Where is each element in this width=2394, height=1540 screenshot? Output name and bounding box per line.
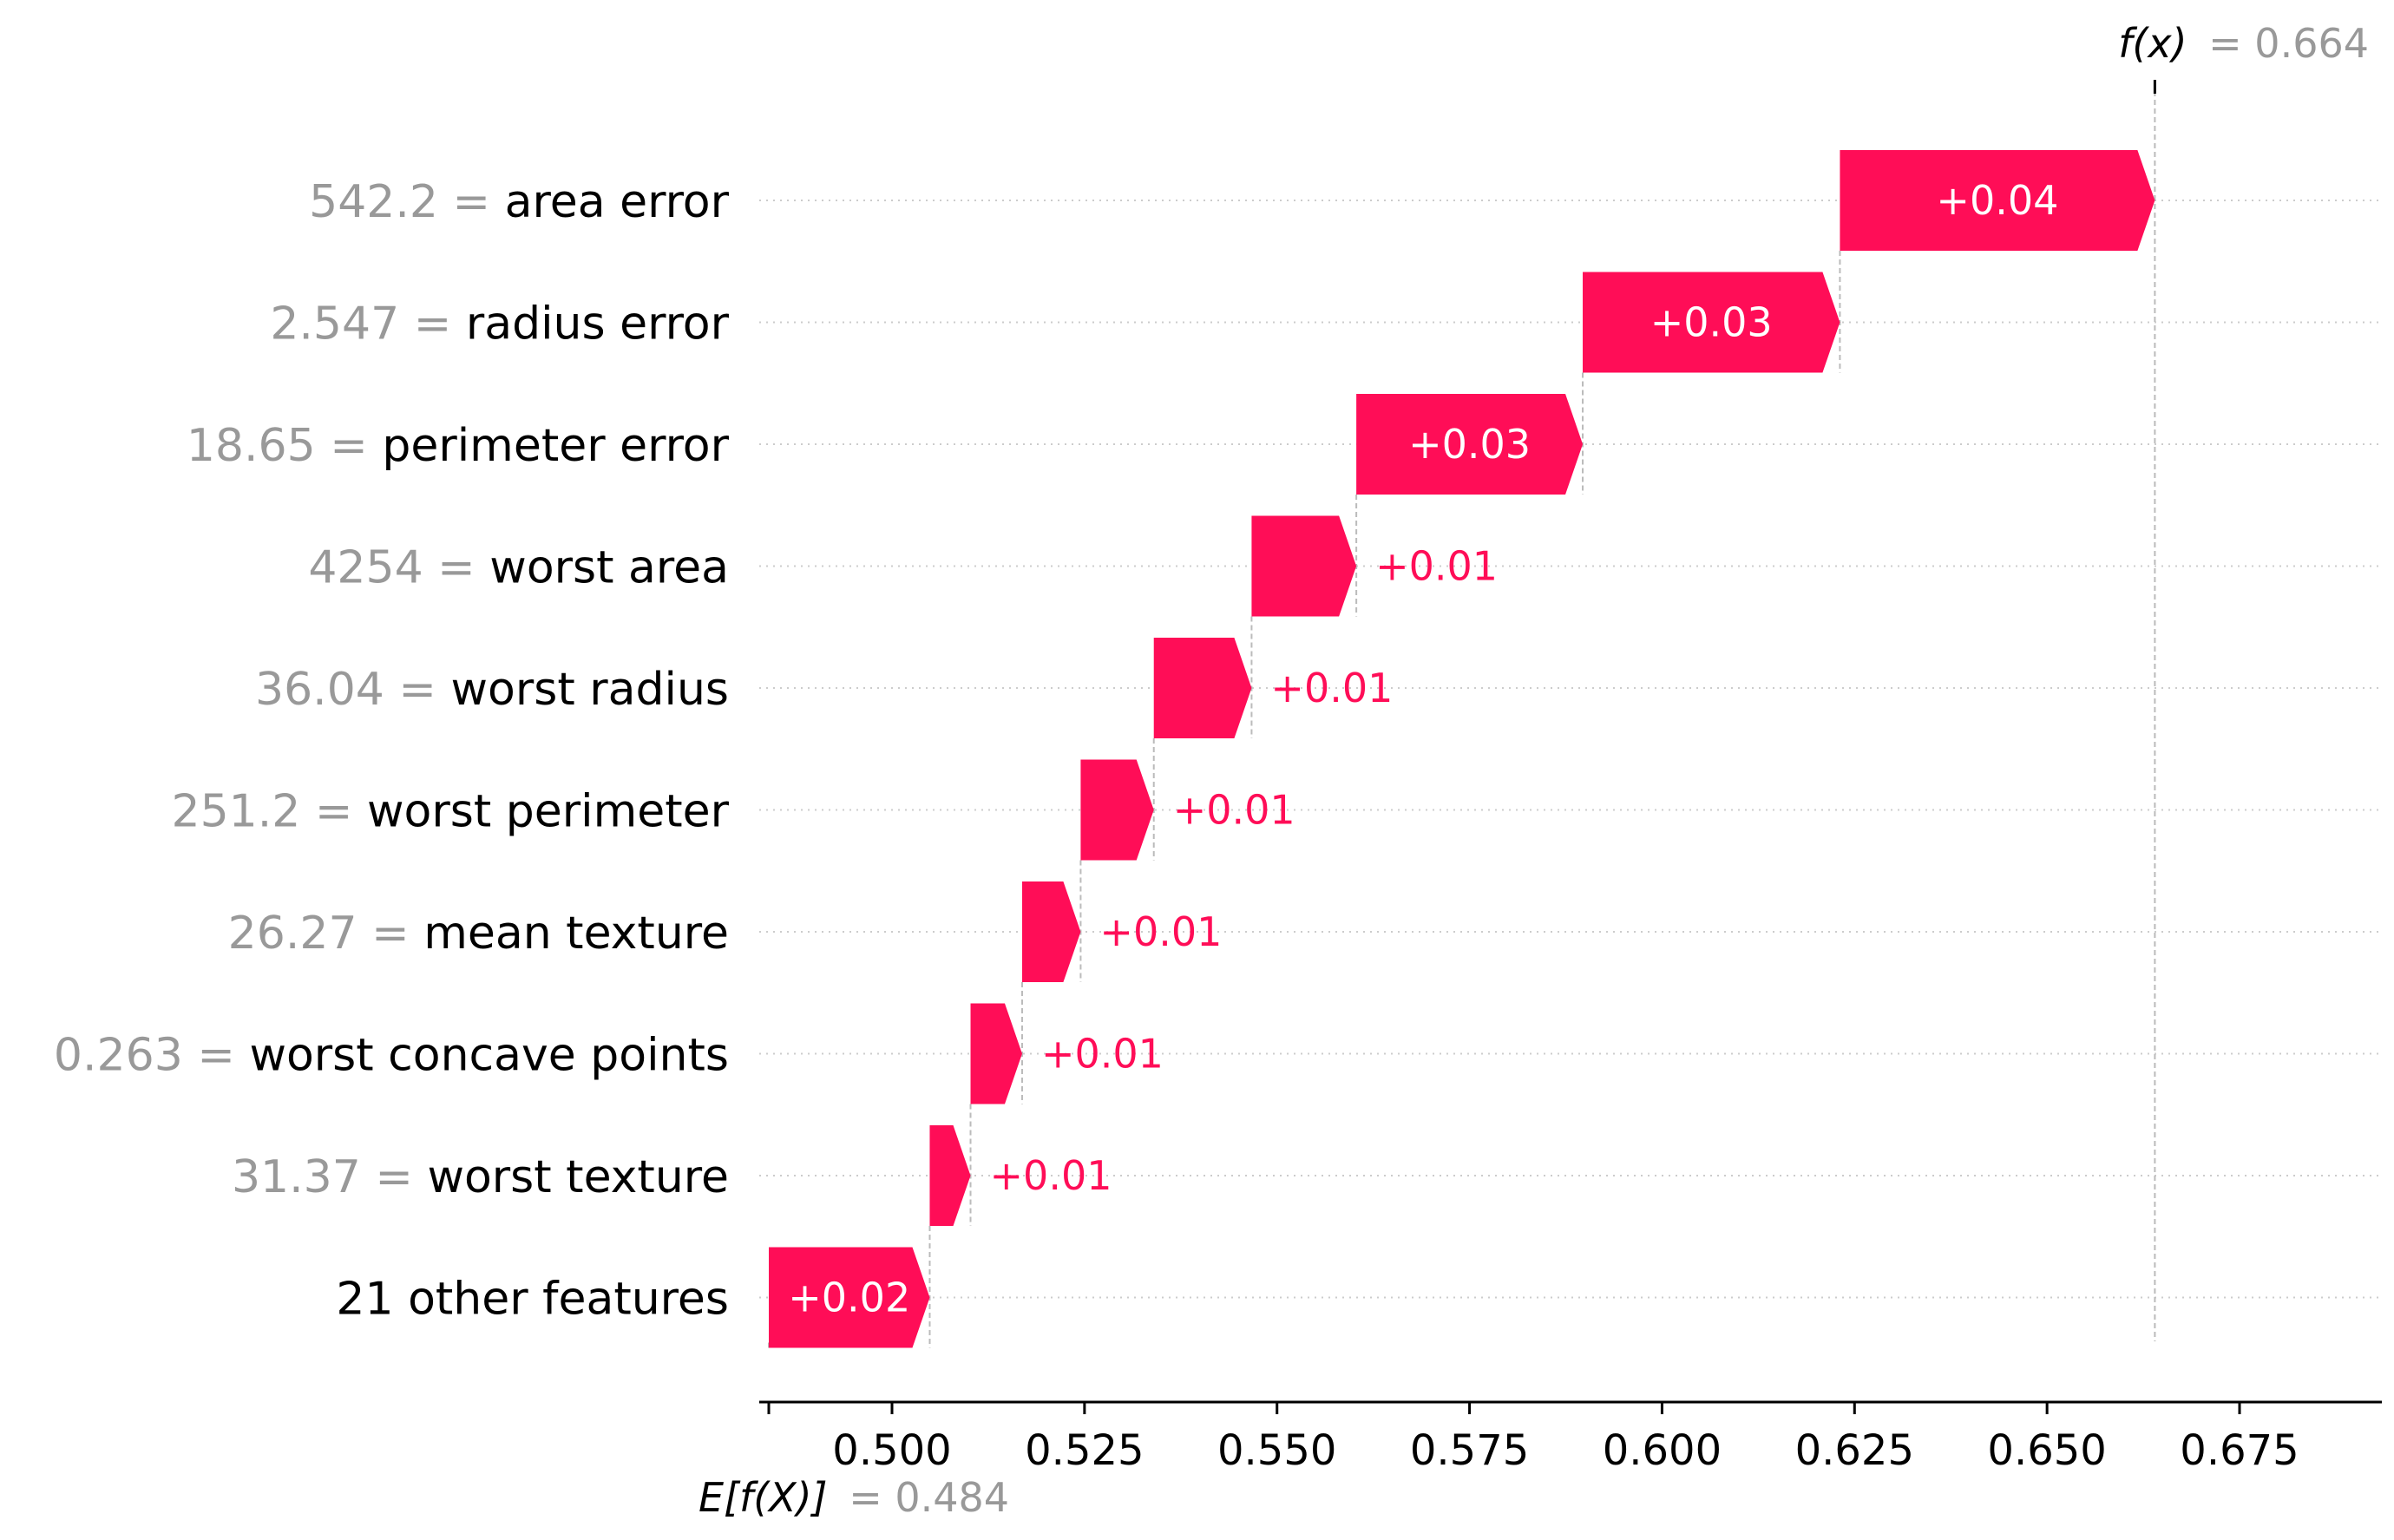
- equals-sign: =: [423, 542, 490, 594]
- feature-name: mean texture: [423, 908, 729, 960]
- contribution-label: +0.01: [1270, 665, 1393, 711]
- feature-name: worst area: [489, 542, 729, 594]
- equals-sign: =: [361, 1151, 428, 1203]
- equals-sign: =: [438, 176, 505, 228]
- output-label: f(x): [2118, 20, 2187, 67]
- feature-bar: [1021, 881, 1081, 982]
- feature-name: worst perimeter: [367, 786, 730, 838]
- equals-sign: =: [384, 664, 451, 716]
- contribution-label: +0.01: [990, 1152, 1112, 1199]
- feature-bar: [769, 1247, 930, 1348]
- output-value: = 0.664: [2208, 20, 2369, 67]
- x-tick-label: 0.575: [1410, 1426, 1529, 1475]
- gridlines: [759, 200, 2382, 1299]
- feature-value: 2.547: [270, 298, 399, 351]
- base-value-annotation: E[f(X)] = 0.484: [699, 1474, 1009, 1521]
- equals-sign: =: [316, 420, 383, 472]
- feature-label: 2.547 = radius error: [270, 298, 729, 351]
- feature-bar: [1251, 515, 1357, 617]
- contribution-label: +0.02: [788, 1275, 910, 1321]
- feature-name: perimeter error: [382, 420, 729, 472]
- contribution-label: +0.03: [1650, 299, 1773, 346]
- feature-value: 542.2: [309, 176, 438, 228]
- contribution-label: +0.01: [1173, 787, 1295, 834]
- feature-labels: 542.2 = area error 2.547 = radius error 18…: [54, 176, 730, 1326]
- equals-sign: =: [357, 908, 424, 960]
- equals-sign: =: [183, 1030, 250, 1082]
- feature-bar: [1840, 150, 2155, 251]
- feature-name: radius error: [466, 298, 730, 351]
- feature-value: 26.27: [228, 908, 357, 960]
- contribution-label: +0.04: [1936, 177, 2058, 224]
- connector-lines: [768, 82, 2156, 1348]
- value-annotations: f(x) = 0.664 E[f(X)] = 0.484: [699, 20, 2369, 1521]
- x-tick-label: 0.550: [1217, 1426, 1336, 1475]
- contribution-label: +0.03: [1408, 421, 1531, 468]
- feature-name: worst radius: [451, 664, 729, 716]
- feature-label: 251.2 = worst perimeter: [172, 786, 730, 838]
- x-tick-label: 0.525: [1025, 1426, 1144, 1475]
- x-tick-label: 0.650: [1987, 1426, 2106, 1475]
- feature-label: 21 other features: [336, 1274, 729, 1326]
- feature-value: 0.263: [54, 1030, 183, 1082]
- feature-value: 18.65: [187, 420, 316, 472]
- x-tick-label: 0.625: [1795, 1426, 1914, 1475]
- feature-value: 31.37: [232, 1151, 361, 1203]
- base-label: E[f(X)]: [699, 1474, 828, 1521]
- feature-bar: [1356, 394, 1584, 495]
- feature-bar: [970, 1003, 1022, 1104]
- x-tick-label: 0.675: [2180, 1426, 2299, 1475]
- feature-label: 31.37 = worst texture: [232, 1151, 729, 1203]
- x-tick-label: 0.600: [1603, 1426, 1722, 1475]
- feature-name: worst texture: [427, 1151, 729, 1203]
- feature-value: 4254: [308, 542, 423, 594]
- feature-label: 18.65 = perimeter error: [187, 420, 730, 472]
- feature-bar: [929, 1125, 971, 1226]
- feature-name: 21 other features: [336, 1274, 729, 1326]
- feature-label: 4254 = worst area: [308, 542, 729, 594]
- feature-value: 36.04: [255, 664, 384, 716]
- feature-label: 26.27 = mean texture: [228, 908, 729, 960]
- contribution-label: +0.01: [1375, 543, 1498, 590]
- output-value-annotation: f(x) = 0.664: [2118, 20, 2369, 67]
- feature-name: area error: [505, 176, 730, 228]
- bars: +0.04 +0.03 +0.03 +0.01 +0.01 +0.01 +0.01 +0.01…: [769, 150, 2155, 1348]
- feature-bar: [1080, 759, 1154, 861]
- contribution-label: +0.01: [1099, 908, 1222, 955]
- feature-bar: [1583, 272, 1840, 373]
- feature-label: 36.04 = worst radius: [255, 664, 729, 716]
- feature-bar: [1153, 638, 1252, 738]
- equals-sign: =: [399, 298, 466, 351]
- feature-label: 542.2 = area error: [309, 176, 730, 228]
- contribution-label: +0.01: [1041, 1031, 1164, 1078]
- base-value: = 0.484: [849, 1474, 1009, 1521]
- feature-name: worst concave points: [249, 1030, 729, 1082]
- feature-label: 0.263 = worst concave points: [54, 1030, 729, 1082]
- equals-sign: =: [300, 786, 367, 838]
- x-tick-label: 0.500: [832, 1426, 951, 1475]
- x-axis: 0.500 0.525 0.550 0.575 0.600 0.625 0.650 0.675: [759, 80, 2382, 1475]
- feature-value: 251.2: [172, 786, 301, 838]
